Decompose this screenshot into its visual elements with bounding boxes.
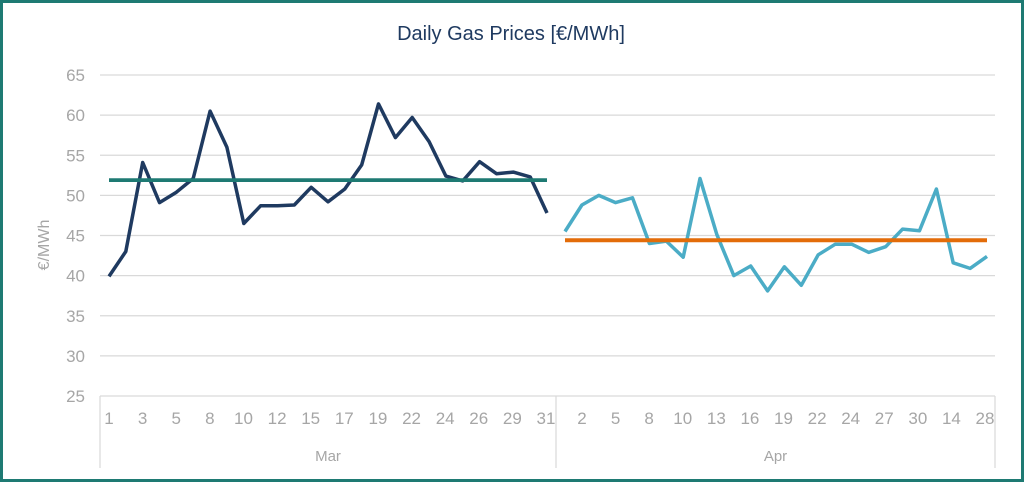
x-tick-label: 30 [908,409,927,428]
x-tick-label: 24 [841,409,860,428]
x-tick-label: 5 [611,409,620,428]
x-tick-label: 26 [469,409,488,428]
x-tick-label: 8 [205,409,214,428]
x-tick-label: 27 [875,409,894,428]
x-tick-label: 12 [268,409,287,428]
y-tick-label: 35 [66,307,85,326]
y-tick-label: 55 [66,146,85,165]
y-tick-label: 25 [66,387,85,406]
x-tick-label: 17 [335,409,354,428]
y-axis-label: €/MWh [36,220,53,271]
y-tick-label: 40 [66,267,85,286]
x-tick-label: 14 [942,409,961,428]
x-tick-label: 8 [644,409,653,428]
month-label: Apr [764,448,787,465]
y-tick-label: 50 [66,186,85,205]
x-tick-label: 15 [301,409,320,428]
y-tick-label: 60 [66,106,85,125]
x-tick-label: 2 [577,409,586,428]
y-tick-label: 65 [66,66,85,85]
x-tick-label: 10 [673,409,692,428]
chart-title: Daily Gas Prices [€/MWh] [397,23,625,45]
x-tick-label: 16 [740,409,759,428]
x-tick-label: 5 [171,409,180,428]
month-label: Mar [315,448,341,465]
x-tick-label: 19 [368,409,387,428]
x-tick-label: 22 [402,409,421,428]
y-tick-label: 30 [66,347,85,366]
x-tick-label: 28 [976,409,995,428]
x-tick-label: 24 [436,409,455,428]
x-tick-label: 1 [104,409,113,428]
x-tick-label: 31 [537,409,556,428]
x-tick-label: 29 [503,409,522,428]
march-price-line [107,102,549,278]
april-price-line [563,176,989,293]
x-tick-label: 10 [234,409,253,428]
x-tick-label: 22 [808,409,827,428]
x-tick-label: 19 [774,409,793,428]
x-tick-label: 3 [138,409,147,428]
y-tick-label: 45 [66,227,85,246]
x-tick-label: 13 [707,409,726,428]
